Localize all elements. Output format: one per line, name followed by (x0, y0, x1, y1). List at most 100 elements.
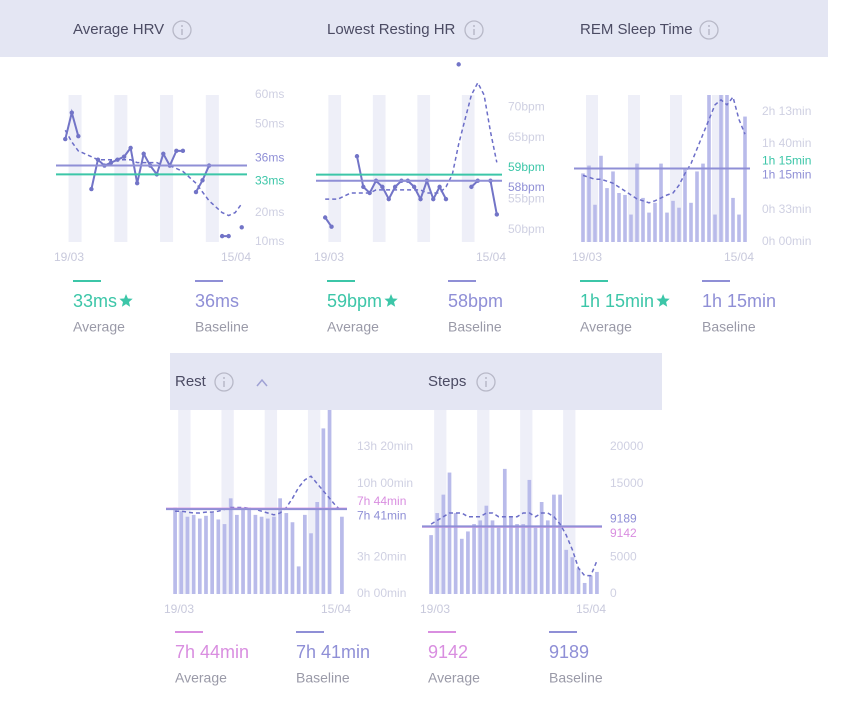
bar (623, 194, 627, 242)
collapse-caret[interactable] (256, 378, 268, 387)
baseline-value: 58bpm (448, 291, 503, 311)
bar (173, 507, 177, 594)
data-point (437, 184, 442, 190)
average-value: 1h 15min (580, 291, 654, 311)
data-point (63, 136, 68, 142)
bar (290, 522, 295, 594)
x-tick-label: 19/03 (572, 250, 602, 264)
y-tick-label: 10h 00min (357, 476, 413, 490)
x-tick-label: 19/03 (314, 250, 344, 264)
average-value: 9142 (428, 642, 468, 662)
baseline-name: Baseline (195, 319, 249, 335)
y-tick-label: 0h 00min (762, 234, 811, 248)
bar (605, 188, 609, 242)
info-icon-dot (223, 377, 225, 379)
x-tick-label: 15/04 (724, 250, 754, 264)
x-tick-label: 19/03 (54, 250, 84, 264)
baseline-value: 36ms (195, 291, 239, 311)
header-band (0, 0, 828, 57)
y-tick-label: 13h 20min (357, 439, 413, 453)
bar (521, 524, 526, 594)
bar (587, 165, 591, 242)
bar (545, 520, 550, 594)
bar (588, 575, 593, 594)
data-point (226, 233, 231, 239)
bar (309, 533, 313, 594)
bar (429, 535, 433, 594)
info-icon-dot (181, 25, 183, 27)
bar (593, 204, 597, 242)
info-icon[interactable] (699, 20, 719, 40)
bar (502, 468, 507, 594)
bar (701, 163, 705, 242)
trend-line (64, 129, 243, 217)
info-icon[interactable] (464, 20, 484, 40)
weekend-band (417, 95, 431, 242)
y-tick-label: 5000 (610, 549, 637, 563)
bar (204, 515, 208, 594)
weekend-band (328, 95, 342, 242)
bar (582, 582, 587, 594)
bar (635, 163, 639, 242)
bar (197, 518, 202, 594)
bar (671, 200, 675, 242)
average-name: Average (175, 670, 227, 686)
y-tick-label: 15000 (610, 476, 644, 490)
info-icon[interactable] (476, 372, 496, 392)
bar (653, 202, 657, 242)
baseline-axis-label: 36ms (255, 151, 284, 165)
y-tick-label: 65bpm (508, 130, 545, 144)
data-point (494, 212, 500, 217)
bar (743, 116, 747, 242)
data-point (239, 225, 244, 230)
info-icon[interactable] (172, 20, 192, 40)
bar (509, 516, 513, 594)
weekend-band (114, 95, 128, 242)
bar (241, 507, 245, 594)
data-point (469, 184, 474, 190)
bar (564, 549, 569, 594)
y-tick-label: 0 (610, 586, 617, 600)
data-point (392, 184, 398, 190)
bar (259, 516, 264, 594)
bar (641, 197, 645, 242)
data-point (456, 62, 461, 67)
baseline-axis-label: 58bpm (508, 180, 545, 194)
average-axis-label: 33ms (255, 174, 284, 188)
bar (659, 163, 663, 242)
chart-title: Rest (175, 373, 207, 390)
bar (576, 568, 581, 594)
bar (185, 516, 190, 594)
data-point (329, 224, 334, 229)
y-tick-label: 3h 20min (357, 549, 406, 563)
bar (496, 527, 501, 594)
data-point (193, 189, 199, 195)
baseline-name: Baseline (702, 319, 756, 335)
data-point (76, 133, 81, 139)
star-icon (656, 294, 670, 307)
bar (472, 524, 476, 594)
star-icon (119, 294, 133, 307)
bar (599, 155, 603, 242)
bar (235, 514, 239, 594)
y-tick-label: 20000 (610, 439, 644, 453)
weekend-band (461, 95, 475, 242)
data-point (361, 184, 366, 190)
weekend-band (160, 95, 174, 242)
data-point (200, 178, 205, 183)
data-point (443, 196, 449, 202)
weekend-band (205, 95, 219, 242)
y-tick-label: 70bpm (508, 99, 545, 113)
x-tick-label: 15/04 (321, 602, 351, 616)
bar (695, 171, 699, 242)
bar (272, 516, 276, 594)
data-point (219, 233, 225, 239)
bar (302, 514, 307, 594)
star-icon (384, 294, 398, 307)
bar (296, 566, 301, 594)
data-point (161, 151, 166, 156)
bar (321, 428, 326, 594)
chart-title: Lowest Resting HR (327, 21, 456, 38)
info-icon[interactable] (214, 372, 234, 392)
